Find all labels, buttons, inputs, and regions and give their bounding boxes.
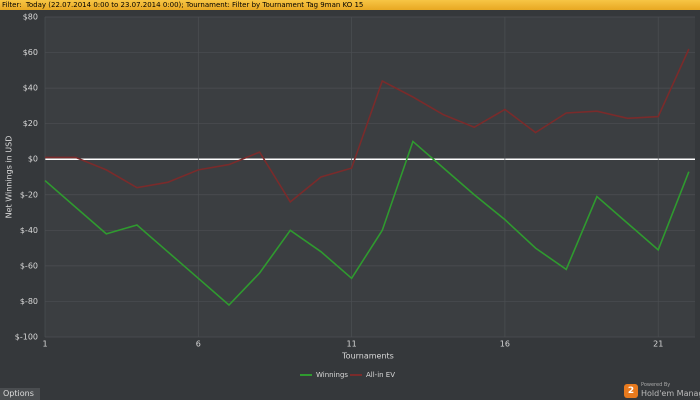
y-tick-label: $-60: [20, 261, 38, 270]
series-line: [44, 140, 690, 307]
logo-mark: 2: [624, 384, 638, 398]
y-axis-title: Net Winnings in USD: [5, 136, 14, 219]
plot-area: [45, 17, 695, 337]
filter-bar: Filter: Today (22.07.2014 0:00 to 23.07.…: [0, 0, 700, 10]
logo: 2 Powered By Hold'em Manager: [624, 382, 700, 400]
legend-label: Winnings: [316, 371, 348, 379]
y-tick-label: $20: [23, 119, 38, 128]
y-tick-label: $80: [23, 13, 38, 22]
x-tick-label: 11: [347, 340, 357, 349]
brand: Hold'em Manager: [641, 389, 700, 398]
legend-label: All-in EV: [366, 371, 395, 379]
filter-text: Today (22.07.2014 0:00 to 23.07.2014 0:0…: [25, 1, 364, 9]
y-tick-label: $40: [23, 84, 38, 93]
y-tick-label: $0: [28, 155, 38, 164]
x-tick-label: 6: [196, 340, 201, 349]
y-tick-label: $-100: [15, 333, 38, 342]
options-button[interactable]: Options: [0, 388, 40, 400]
x-tick-label: 16: [500, 340, 510, 349]
powered-by: Powered By: [641, 382, 671, 388]
y-tick-label: $-40: [20, 226, 38, 235]
filter-label: Filter:: [2, 1, 22, 9]
y-tick-label: $-20: [20, 190, 38, 199]
x-tick-label: 21: [653, 340, 663, 349]
y-tick-label: $60: [23, 48, 38, 57]
y-tick-label: $-80: [20, 297, 38, 306]
x-axis-title: Tournaments: [341, 352, 394, 361]
series-line: [45, 48, 690, 204]
x-tick-label: 1: [42, 340, 47, 349]
